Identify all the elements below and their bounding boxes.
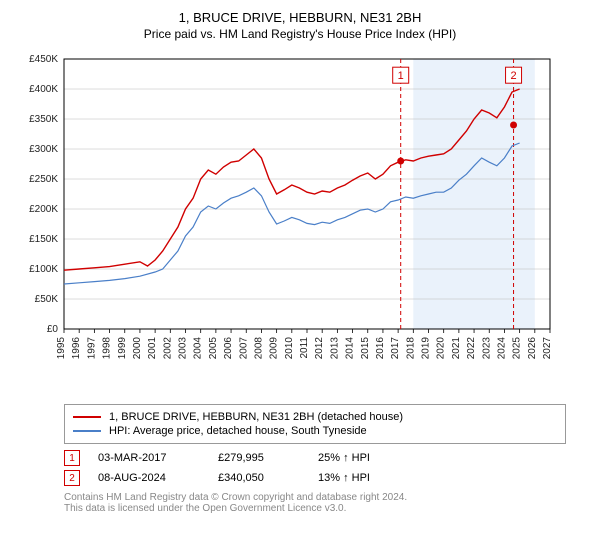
- svg-text:2000: 2000: [132, 337, 143, 360]
- svg-text:2013: 2013: [329, 337, 340, 360]
- svg-text:2022: 2022: [466, 337, 477, 360]
- price-chart: £0 £50K £100K £150K £200K £250K £300K £350K £400…: [10, 49, 590, 394]
- svg-text:1999: 1999: [117, 337, 128, 360]
- svg-text:£100K: £100K: [29, 264, 58, 275]
- svg-text:2014: 2014: [345, 337, 356, 360]
- header: 1, BRUCE DRIVE, HEBBURN, NE31 2BH Price …: [10, 10, 590, 41]
- legend-label: HPI: Average price, detached house, Sout…: [109, 425, 367, 437]
- svg-text:1996: 1996: [71, 337, 82, 360]
- svg-text:2003: 2003: [178, 337, 189, 360]
- svg-text:2011: 2011: [299, 337, 310, 359]
- svg-text:1998: 1998: [102, 337, 113, 360]
- legend-item: 1, BRUCE DRIVE, HEBBURN, NE31 2BH (detac…: [73, 411, 557, 423]
- marker-date: 03-MAR-2017: [98, 452, 218, 464]
- svg-text:2019: 2019: [421, 337, 432, 360]
- svg-text:2002: 2002: [162, 337, 173, 360]
- svg-text:2008: 2008: [253, 337, 264, 360]
- svg-text:2027: 2027: [542, 337, 553, 360]
- legend-label: 1, BRUCE DRIVE, HEBBURN, NE31 2BH (detac…: [109, 411, 403, 423]
- svg-text:2004: 2004: [193, 337, 204, 360]
- marker-delta: 13% ↑ HPI: [318, 472, 438, 484]
- svg-text:2023: 2023: [481, 337, 492, 360]
- marker-price: £279,995: [218, 452, 318, 464]
- svg-text:£350K: £350K: [29, 114, 58, 125]
- marker-row: 1 03-MAR-2017 £279,995 25% ↑ HPI: [64, 450, 566, 466]
- markers-table: 1 03-MAR-2017 £279,995 25% ↑ HPI 2 08-AU…: [64, 450, 566, 486]
- svg-text:2018: 2018: [405, 337, 416, 360]
- legend-swatch: [73, 416, 101, 418]
- svg-text:£250K: £250K: [29, 174, 58, 185]
- svg-text:2017: 2017: [390, 337, 401, 360]
- chart-svg: £0 £50K £100K £150K £200K £250K £300K £350K £400…: [10, 49, 570, 389]
- marker-date: 08-AUG-2024: [98, 472, 218, 484]
- svg-text:2006: 2006: [223, 337, 234, 360]
- marker-number-box: 2: [64, 470, 80, 486]
- legend: 1, BRUCE DRIVE, HEBBURN, NE31 2BH (detac…: [64, 404, 566, 444]
- page-subtitle: Price paid vs. HM Land Registry's House …: [10, 27, 590, 41]
- svg-text:£150K: £150K: [29, 234, 58, 245]
- svg-text:2005: 2005: [208, 337, 219, 360]
- svg-text:2021: 2021: [451, 337, 462, 360]
- svg-text:2012: 2012: [314, 337, 325, 360]
- svg-text:£50K: £50K: [35, 294, 59, 305]
- svg-text:£200K: £200K: [29, 204, 58, 215]
- svg-text:2020: 2020: [436, 337, 447, 360]
- marker-number-box: 1: [64, 450, 80, 466]
- svg-text:1995: 1995: [56, 337, 67, 360]
- svg-text:2001: 2001: [147, 337, 158, 360]
- svg-text:2009: 2009: [269, 337, 280, 360]
- svg-text:£300K: £300K: [29, 144, 58, 155]
- svg-text:2007: 2007: [238, 337, 249, 360]
- svg-text:£450K: £450K: [29, 54, 58, 65]
- page-title: 1, BRUCE DRIVE, HEBBURN, NE31 2BH: [10, 10, 590, 25]
- marker-delta: 25% ↑ HPI: [318, 452, 438, 464]
- svg-text:2010: 2010: [284, 337, 295, 360]
- marker-row: 2 08-AUG-2024 £340,050 13% ↑ HPI: [64, 470, 566, 486]
- svg-text:2024: 2024: [496, 337, 507, 360]
- svg-text:£0: £0: [47, 324, 59, 335]
- marker-price: £340,050: [218, 472, 318, 484]
- svg-text:1997: 1997: [86, 337, 97, 360]
- svg-text:2015: 2015: [360, 337, 371, 360]
- footer-line: Contains HM Land Registry data © Crown c…: [64, 492, 566, 503]
- svg-text:2: 2: [510, 70, 516, 82]
- svg-text:1: 1: [398, 70, 404, 82]
- legend-swatch: [73, 430, 101, 432]
- svg-text:2016: 2016: [375, 337, 386, 360]
- svg-text:2025: 2025: [512, 337, 523, 360]
- footer-line: This data is licensed under the Open Gov…: [64, 503, 566, 514]
- footer: Contains HM Land Registry data © Crown c…: [64, 492, 566, 514]
- legend-item: HPI: Average price, detached house, Sout…: [73, 425, 557, 437]
- svg-text:2026: 2026: [527, 337, 538, 360]
- svg-text:£400K: £400K: [29, 84, 58, 95]
